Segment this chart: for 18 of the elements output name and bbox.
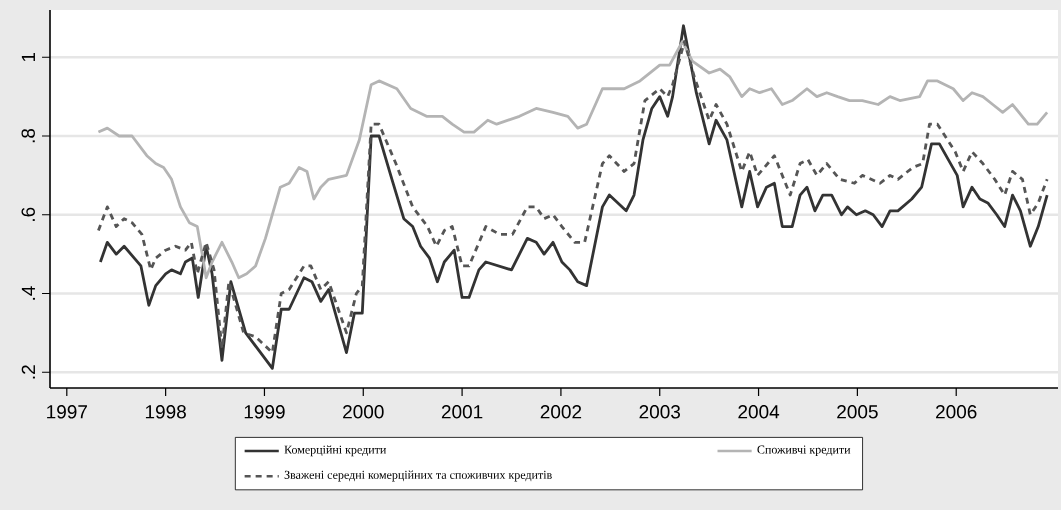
x-tick-label: 1997 bbox=[47, 405, 87, 419]
legend-label: Зважені середні комерційних та споживчих кредитів bbox=[284, 470, 552, 482]
x-tick-label: 2006 bbox=[936, 405, 977, 419]
y-tick-label: .4 bbox=[21, 286, 35, 300]
y-tick-label: 1 bbox=[21, 52, 35, 62]
x-tick-label: 1998 bbox=[145, 405, 186, 419]
y-tick-label: .6 bbox=[21, 207, 35, 221]
y-tick-label: .8 bbox=[21, 128, 35, 143]
x-tick-label: 1999 bbox=[244, 405, 285, 419]
x-tick-label: 2005 bbox=[837, 405, 878, 419]
x-tick-label: 2001 bbox=[441, 405, 483, 419]
x-tick-label: 2003 bbox=[639, 405, 681, 419]
legend-label: Споживчі кредити bbox=[757, 445, 851, 457]
x-tick-label: 2002 bbox=[540, 405, 582, 419]
x-tick-label: 2000 bbox=[343, 405, 384, 419]
legend-label: Комерційні кредити bbox=[284, 445, 387, 457]
x-tick-label: 2004 bbox=[738, 405, 780, 419]
y-tick-label: .2 bbox=[21, 365, 35, 379]
